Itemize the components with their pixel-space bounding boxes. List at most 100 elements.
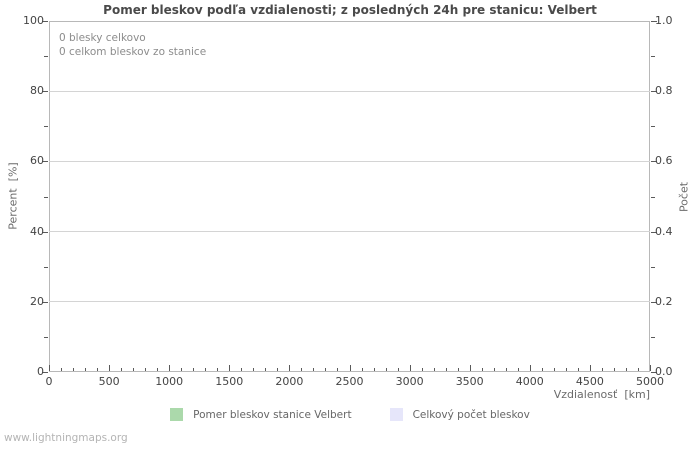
- x-minor-tick: [301, 368, 303, 371]
- legend-swatch-lavender: [389, 408, 403, 421]
- x-axis-title: Vzdialenosť [km]: [553, 388, 650, 401]
- x-minor-tick: [265, 368, 267, 371]
- x-axis-tick-label: 0: [45, 375, 53, 388]
- x-major-tick: [469, 365, 471, 371]
- y-major-tick-left: [42, 21, 48, 22]
- x-minor-tick: [133, 368, 135, 371]
- y-axis-title-left: Percent [%]: [6, 162, 20, 230]
- y2-axis-tick-label: 0.2: [655, 294, 673, 308]
- y-major-tick-right: [651, 301, 657, 303]
- y-minor-tick-right: [651, 336, 655, 338]
- x-axis-tick-label: 2500: [335, 375, 364, 388]
- x-axis-tick-label: 3500: [455, 375, 484, 388]
- x-axis-tick-label: 4500: [575, 375, 604, 388]
- y2-axis-tick-label: 1.0: [655, 14, 673, 27]
- y-major-tick-left: [42, 301, 48, 303]
- annotation-total-strokes: 0 blesky celkovo: [59, 32, 146, 44]
- x-minor-tick: [445, 368, 447, 371]
- chart-title: Pomer bleskov podľa vzdialenosti; z posl…: [103, 3, 597, 17]
- x-major-tick: [49, 365, 50, 371]
- x-minor-tick: [73, 368, 75, 371]
- y-gridline: [49, 160, 650, 162]
- legend: Pomer bleskov stanice Velbert Celkový po…: [0, 408, 700, 421]
- y-minor-tick-right: [651, 196, 655, 198]
- x-minor-tick: [373, 368, 375, 371]
- x-minor-tick: [145, 368, 147, 371]
- x-minor-tick: [253, 368, 255, 371]
- x-minor-tick: [181, 368, 183, 371]
- legend-label-total-count: Celkový počet bleskov: [412, 408, 530, 421]
- x-minor-tick: [505, 368, 507, 371]
- x-minor-tick: [553, 368, 555, 371]
- y2-axis-tick-label: 0.0: [655, 365, 673, 378]
- y-axis-tick-label: 60: [30, 154, 44, 168]
- y2-axis-tick-label: 0.6: [655, 154, 673, 168]
- x-axis-tick-label: 500: [98, 375, 120, 388]
- x-minor-tick: [493, 368, 495, 371]
- legend-label-station-ratio: Pomer bleskov stanice Velbert: [193, 408, 352, 421]
- x-minor-tick: [193, 368, 195, 371]
- x-minor-tick: [361, 368, 363, 371]
- y-major-tick-left: [42, 161, 48, 163]
- y2-axis-tick-label: 0.4: [655, 224, 673, 238]
- x-minor-tick: [121, 368, 123, 371]
- y-axis-title-right: Počet: [677, 181, 691, 213]
- x-minor-tick: [157, 368, 159, 371]
- x-major-tick: [529, 365, 531, 371]
- x-minor-tick: [541, 368, 543, 371]
- y-major-tick-left: [42, 231, 48, 233]
- x-minor-tick: [337, 368, 339, 371]
- x-major-tick: [169, 365, 171, 371]
- y-major-tick-right: [651, 372, 657, 373]
- x-minor-tick: [421, 368, 423, 371]
- x-axis-tick-label: 4000: [515, 375, 544, 388]
- y-minor-tick-left: [44, 56, 48, 58]
- y-axis-tick-label: 20: [30, 294, 44, 308]
- x-minor-tick: [481, 368, 483, 371]
- x-minor-tick: [217, 368, 219, 371]
- x-major-tick: [289, 365, 291, 371]
- x-minor-tick: [325, 368, 327, 371]
- legend-item-station-ratio: Pomer bleskov stanice Velbert: [170, 408, 352, 421]
- y-major-tick-right: [651, 161, 657, 163]
- x-minor-tick: [241, 368, 243, 371]
- x-major-tick: [229, 365, 231, 371]
- annotation-station-strokes: 0 celkom bleskov zo stanice: [59, 46, 207, 58]
- y-axis-tick-label: 40: [30, 224, 44, 238]
- x-minor-tick: [277, 368, 279, 371]
- x-minor-tick: [397, 368, 399, 371]
- x-minor-tick: [625, 368, 627, 371]
- x-major-tick: [409, 365, 411, 371]
- watermark-url: www.lightningmaps.org: [4, 432, 128, 444]
- y-gridline: [49, 90, 650, 92]
- x-major-tick: [589, 365, 591, 371]
- y-axis-tick-label: 80: [30, 84, 44, 98]
- x-axis-tick-label: 3000: [395, 375, 424, 388]
- plot-area: [49, 21, 650, 372]
- y-major-tick-left: [42, 91, 48, 93]
- y-gridline: [49, 231, 650, 233]
- x-minor-tick: [97, 368, 99, 371]
- y-minor-tick-right: [651, 126, 655, 128]
- x-minor-tick: [517, 368, 519, 371]
- y-major-tick-right: [651, 21, 657, 22]
- x-minor-tick: [385, 368, 387, 371]
- x-axis-tick-label: 2000: [275, 375, 304, 388]
- y-gridline: [49, 301, 650, 303]
- y-axis-tick-label: 100: [23, 14, 44, 27]
- x-minor-tick: [601, 368, 603, 371]
- x-major-tick: [349, 365, 351, 371]
- y-minor-tick-left: [44, 196, 48, 198]
- legend-item-total-count: Celkový počet bleskov: [389, 408, 530, 421]
- x-minor-tick: [313, 368, 315, 371]
- y-minor-tick-left: [44, 266, 48, 268]
- chart-annotations: 0 blesky celkovo 0 celkom bleskov zo sta…: [59, 31, 206, 59]
- x-minor-tick: [205, 368, 207, 371]
- y-major-tick-right: [651, 91, 657, 93]
- y-minor-tick-left: [44, 126, 48, 128]
- x-minor-tick: [85, 368, 87, 371]
- y-major-tick-left: [42, 372, 48, 373]
- x-axis-tick-label: 5000: [636, 375, 664, 388]
- x-minor-tick: [433, 368, 435, 371]
